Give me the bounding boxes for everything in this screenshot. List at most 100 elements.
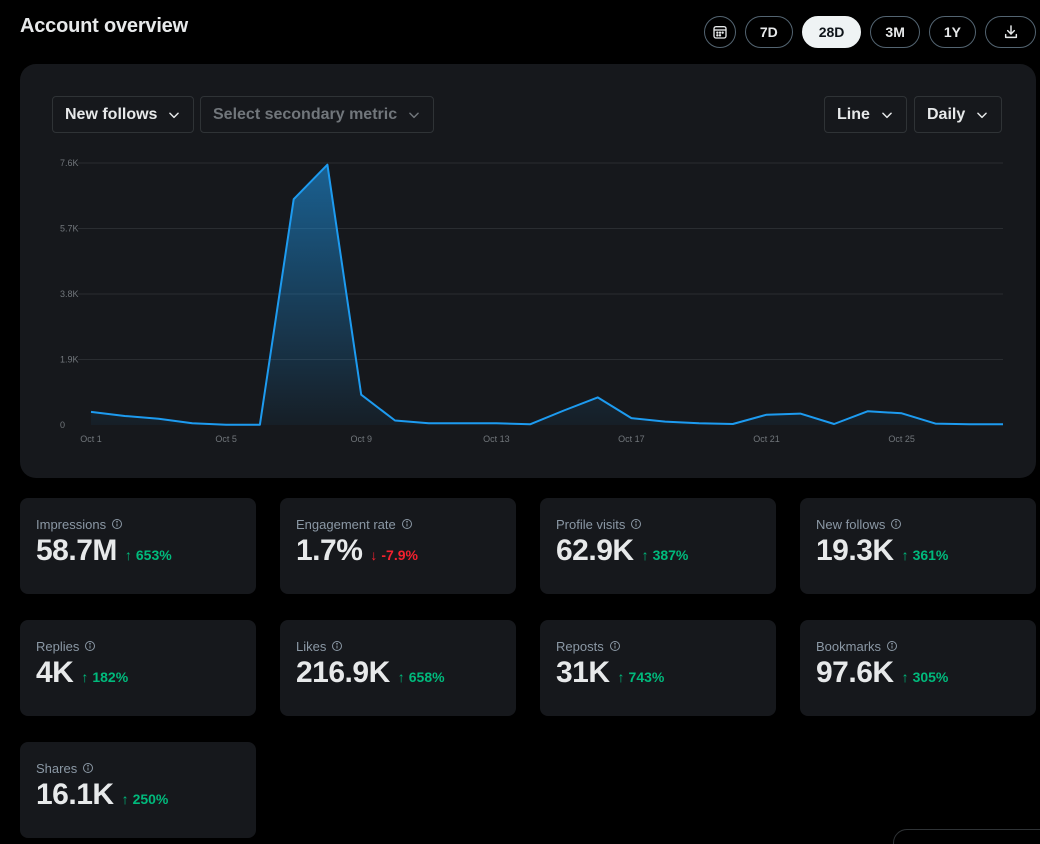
metric-card-shares[interactable]: Shares 16.1K ↑ 250% — [20, 742, 256, 838]
y-tick-label: 0 — [60, 420, 65, 430]
metric-value-row: 62.9K ↑ 387% — [556, 534, 760, 568]
metric-value-row: 4K ↑ 182% — [36, 656, 240, 690]
metric-change: ↑ 305% — [902, 669, 949, 685]
chevron-down-icon — [880, 108, 894, 122]
range-1y-button[interactable]: 1Y — [928, 16, 976, 48]
x-tick-label: Oct 21 — [753, 434, 780, 444]
metric-label-row: Likes — [296, 638, 500, 654]
metric-label: Shares — [36, 760, 78, 776]
metric-label: Engagement rate — [296, 516, 396, 532]
x-tick-label: Oct 5 — [215, 434, 237, 444]
metric-label: Likes — [296, 638, 327, 654]
floating-panel-edge — [893, 829, 1040, 844]
arrow-up-icon: ↑ — [901, 669, 909, 685]
info-icon[interactable] — [82, 762, 94, 774]
series-area — [91, 164, 1003, 425]
x-tick-label: Oct 1 — [80, 434, 102, 444]
range-3m-button[interactable]: 3M — [870, 16, 920, 48]
metric-change: ↑ 361% — [902, 547, 949, 563]
y-tick-label: 3.8K — [60, 289, 79, 299]
x-tick-label: Oct 13 — [483, 434, 510, 444]
arrow-up-icon: ↑ — [901, 547, 909, 563]
metric-card-bookmarks[interactable]: Bookmarks 97.6K ↑ 305% — [800, 620, 1036, 716]
y-tick-label: 7.6K — [60, 158, 79, 168]
metric-change-value: 653% — [135, 547, 172, 563]
range-28d-button[interactable]: 28D — [801, 16, 862, 48]
metric-value: 216.9K — [296, 656, 390, 689]
metric-value: 62.9K — [556, 534, 634, 567]
primary-metric-select[interactable]: New follows — [52, 96, 195, 133]
metric-label-row: Replies — [36, 638, 240, 654]
info-icon[interactable] — [890, 518, 902, 530]
metric-label-row: Profile visits — [556, 516, 760, 532]
info-icon[interactable] — [886, 640, 898, 652]
arrow-up-icon: ↑ — [641, 547, 649, 563]
arrow-up-icon: ↑ — [124, 547, 132, 563]
secondary-metric-select[interactable]: Select secondary metric — [200, 96, 435, 133]
metric-label-row: Engagement rate — [296, 516, 500, 532]
info-icon[interactable] — [401, 518, 413, 530]
chevron-down-icon — [167, 108, 181, 122]
interval-label: Daily — [927, 105, 966, 123]
metric-label: Reposts — [556, 638, 604, 654]
metric-value-row: 58.7M ↑ 653% — [36, 534, 240, 568]
info-icon[interactable] — [630, 518, 642, 530]
arrow-down-icon: ↓ — [370, 547, 378, 563]
arrow-up-icon: ↑ — [81, 669, 89, 685]
metric-change-value: 387% — [652, 547, 689, 563]
metric-change-value: 305% — [912, 669, 949, 685]
metric-value-row: 19.3K ↑ 361% — [816, 534, 1020, 568]
download-button[interactable] — [985, 16, 1036, 48]
metric-value-row: 16.1K ↑ 250% — [36, 778, 240, 812]
metric-card-impressions[interactable]: Impressions 58.7M ↑ 653% — [20, 498, 256, 594]
secondary-metric-placeholder: Select secondary metric — [213, 105, 398, 123]
metric-card-replies[interactable]: Replies 4K ↑ 182% — [20, 620, 256, 716]
metric-card-likes[interactable]: Likes 216.9K ↑ 658% — [280, 620, 516, 716]
metric-label-row: Impressions — [36, 516, 240, 532]
chevron-down-icon — [407, 108, 421, 122]
metric-label: Profile visits — [556, 516, 626, 532]
metric-label-row: New follows — [816, 516, 1020, 532]
range-7d-button[interactable]: 7D — [744, 16, 793, 48]
info-icon[interactable] — [609, 640, 621, 652]
chart-type-select[interactable]: Line — [824, 96, 907, 133]
metric-value: 16.1K — [36, 778, 114, 811]
info-icon[interactable] — [111, 518, 123, 530]
info-icon[interactable] — [84, 640, 96, 652]
x-tick-label: Oct 25 — [888, 434, 915, 444]
metric-card-reposts[interactable]: Reposts 31K ↑ 743% — [540, 620, 776, 716]
y-tick-label: 1.9K — [60, 355, 79, 365]
metric-label: Bookmarks — [816, 638, 882, 654]
download-icon — [1004, 25, 1017, 39]
calendar-icon — [713, 25, 727, 39]
line-chart: 0 1.9K 3.8K 5.7K 7.6K Oct 1 Oct 5 Oct 9 Oct 13 Oc… — [60, 158, 1003, 444]
metric-change: ↑ 387% — [642, 547, 689, 563]
metric-card-profile-visits[interactable]: Profile visits 62.9K ↑ 387% — [540, 498, 776, 594]
metric-label-row: Bookmarks — [816, 638, 1020, 654]
y-tick-label: 5.7K — [60, 224, 79, 234]
metric-change-value: 182% — [92, 669, 129, 685]
metric-value: 19.3K — [816, 534, 894, 567]
series-line — [90, 163, 1003, 426]
metric-value-row: 216.9K ↑ 658% — [296, 656, 500, 690]
calendar-button[interactable] — [703, 16, 736, 48]
metric-value: 58.7M — [36, 534, 117, 567]
chart-type-label: Line — [837, 105, 870, 123]
arrow-up-icon: ↑ — [397, 669, 405, 685]
metric-value: 97.6K — [816, 656, 894, 689]
metric-label: Impressions — [36, 516, 107, 532]
metric-change-value: 658% — [408, 669, 445, 685]
chevron-down-icon — [975, 108, 989, 122]
metric-card-engagement-rate[interactable]: Engagement rate 1.7% ↓ -7.9% — [280, 498, 516, 594]
metric-label-row: Shares — [36, 760, 240, 776]
info-icon[interactable] — [331, 640, 343, 652]
date-range-bar: 7D 28D 3M 1Y — [703, 16, 1036, 48]
metric-value-row: 1.7% ↓ -7.9% — [296, 534, 500, 568]
metric-change: ↑ 182% — [81, 669, 128, 685]
interval-select[interactable]: Daily — [914, 96, 1003, 133]
metric-label-row: Reposts — [556, 638, 760, 654]
metric-value: 31K — [556, 656, 610, 689]
metric-card-new-follows[interactable]: New follows 19.3K ↑ 361% — [800, 498, 1036, 594]
metric-change: ↑ 743% — [618, 669, 665, 685]
metric-change-value: 361% — [912, 547, 949, 563]
